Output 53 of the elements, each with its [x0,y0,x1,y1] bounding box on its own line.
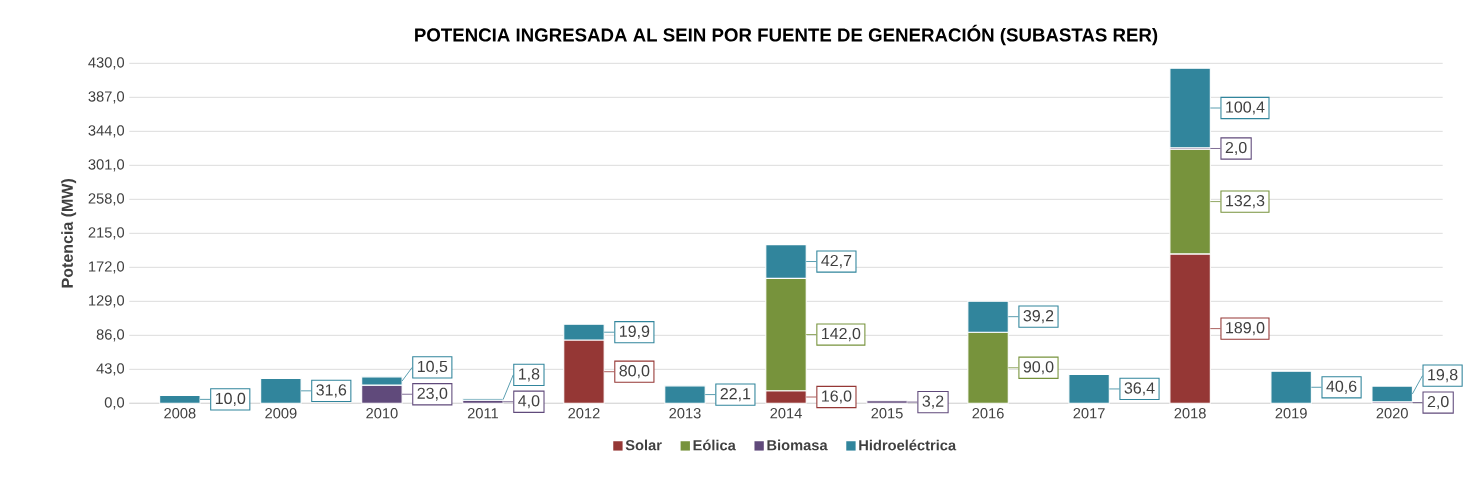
x-tick-label: 2011 [467,408,498,419]
y-axis-title: Potencia (MW) [61,179,77,288]
x-tick-label: 2020 [1376,408,1408,419]
x-tick-label: 2019 [1275,408,1307,419]
y-tick-label: 43,0 [96,363,125,376]
x-tick-label: 2017 [1073,408,1105,419]
data-label: 10,5 [417,360,448,374]
data-label: 80,0 [619,365,650,379]
data-label: 19,8 [1428,369,1458,383]
data-label: 39,2 [1023,310,1054,324]
data-label: 2,0 [1225,141,1247,156]
data-label: 10,0 [215,392,246,406]
chart-title: POTENCIA INGRESADA AL SEIN POR FUENTE DE GENERACIÓN (SUBASTAS RER) [415,24,1158,46]
data-label: 1,8 [518,368,540,382]
data-label: 100,4 [1226,101,1265,115]
data-label: 4,0 [518,395,540,409]
x-tick-label: 2016 [972,408,1004,419]
y-tick-label: 301,0 [88,159,125,172]
y-tick-label: 215,0 [88,227,125,240]
y-tick-label: 172,0 [89,261,125,274]
data-label: 3,2 [922,395,944,409]
legend-label: Solar [625,439,662,451]
data-label: 19,9 [620,325,650,339]
y-tick-label: 129,0 [89,295,125,308]
legend-label: Biomasa [767,439,828,451]
data-label: 23,0 [417,387,448,401]
y-tick-label: 258,0 [88,193,125,206]
data-label: 22,1 [720,387,751,402]
data-label: 132,3 [1226,194,1265,209]
y-tick-label: 430,0 [88,57,125,70]
y-tick-label: 86,0 [96,329,125,342]
x-tick-label: 2009 [265,408,297,419]
data-label: 142,0 [822,327,861,342]
y-tick-label: 387,0 [88,91,125,104]
x-tick-label: 2010 [366,408,398,419]
data-label: 36,4 [1124,382,1155,396]
data-label: 2,0 [1427,395,1449,410]
data-label: 42,7 [821,254,852,269]
x-tick-label: 2015 [871,408,903,419]
x-tick-label: 2012 [568,408,600,419]
data-label: 90,0 [1023,361,1054,375]
x-tick-label: 2018 [1174,408,1206,419]
data-label: 189,0 [1226,322,1265,336]
x-tick-label: 2008 [164,408,196,419]
y-tick-label: 0,0 [104,397,125,410]
data-label: 31,6 [316,384,347,398]
x-tick-label: 2013 [669,408,701,419]
x-tick-label: 2014 [770,408,802,419]
legend-label: Hidroeléctrica [859,439,957,451]
legend-label: Eólica [693,439,736,451]
data-label: 40,6 [1326,380,1357,394]
y-tick-label: 344,0 [88,125,125,138]
data-label: 16,0 [822,390,852,404]
